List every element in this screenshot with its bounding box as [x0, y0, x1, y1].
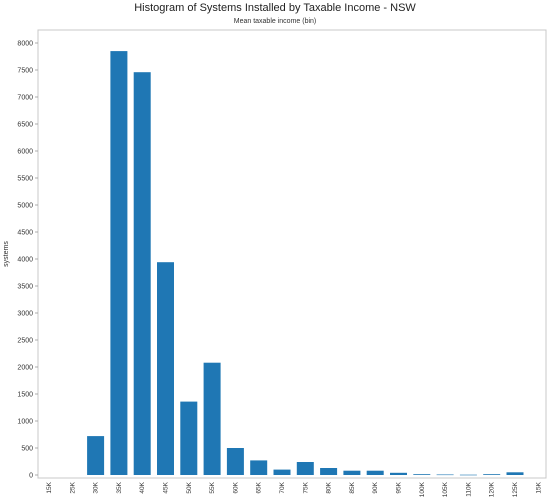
x-tick-label: 100K	[419, 481, 426, 497]
y-tick-label: 7000	[17, 95, 33, 102]
y-tick-label: 5500	[17, 176, 33, 183]
y-tick-label: 0	[29, 473, 33, 480]
x-tick-label: 105K	[442, 481, 449, 497]
x-tick-label: 90K	[372, 481, 379, 493]
x-tick-label: 40K	[139, 481, 146, 493]
bar	[157, 262, 174, 475]
x-tick-label: 95K	[396, 481, 403, 493]
x-tick-label: 75K	[302, 481, 309, 493]
y-tick-label: 500	[21, 446, 33, 453]
y-tick-label: 7500	[17, 68, 33, 75]
x-tick-label: 35K	[116, 481, 123, 493]
bar	[506, 472, 524, 475]
bar	[180, 401, 198, 475]
x-tick-label: 125K	[512, 481, 519, 497]
x-tick-label: 110K	[465, 481, 472, 496]
bar	[133, 72, 151, 475]
y-tick-label: 2000	[17, 365, 33, 372]
y-tick-label: 2500	[17, 338, 33, 345]
x-axis: 15K 25K 30K 35K 40K 45K 50K 55K 60K 65K 70K 75K 80K 8…	[46, 481, 542, 497]
x-tick-label: 25K	[69, 481, 76, 493]
chart-subtitle: Mean taxable income (bin)	[233, 18, 317, 25]
bar-series	[87, 51, 524, 476]
x-tick-label: 80K	[326, 481, 333, 493]
x-tick-label: 50K	[186, 481, 193, 493]
bar	[250, 460, 268, 475]
bar	[87, 436, 105, 475]
x-tick-label: 85K	[349, 481, 356, 493]
x-tick-label: 55K	[209, 481, 216, 493]
bar	[366, 470, 384, 475]
bar	[296, 462, 314, 475]
bar	[226, 448, 244, 475]
bar	[390, 472, 407, 475]
bar	[436, 474, 454, 476]
y-tick-label: 6000	[17, 149, 33, 156]
y-tick-label: 1500	[17, 392, 33, 399]
bar	[343, 470, 361, 475]
y-tick-label: 4000	[17, 257, 33, 264]
y-tick-label: 3000	[17, 311, 33, 318]
y-tick-label: 8000	[17, 41, 33, 48]
bar	[483, 474, 501, 475]
y-tick-label: 3500	[17, 284, 33, 291]
x-tick-label: 30K	[93, 481, 100, 493]
x-tick-label: 65K	[256, 481, 263, 493]
bar	[273, 469, 291, 475]
x-tick-label: 120K	[489, 481, 496, 497]
y-axis: 0 500 1000 1500 2000 2500 3000 3500 4000 4500 5000…	[17, 41, 38, 480]
y-axis-label: systems	[3, 241, 10, 267]
bar	[320, 468, 338, 475]
x-tick-label: 60K	[232, 481, 239, 493]
y-tick-label: 1000	[17, 419, 33, 426]
x-tick-label: 15K	[535, 481, 542, 493]
y-tick-label: 6500	[17, 122, 33, 129]
x-tick-label: 70K	[279, 481, 286, 493]
chart-title: Histogram of Systems Installed by Taxabl…	[134, 2, 416, 14]
y-tick-label: 5000	[17, 203, 33, 210]
x-tick-label: 15K	[46, 481, 53, 493]
x-tick-label: 45K	[163, 481, 170, 493]
bar	[110, 51, 128, 475]
bar	[203, 362, 221, 475]
bar	[413, 474, 431, 475]
bar	[459, 474, 477, 476]
y-tick-label: 4500	[17, 230, 33, 237]
